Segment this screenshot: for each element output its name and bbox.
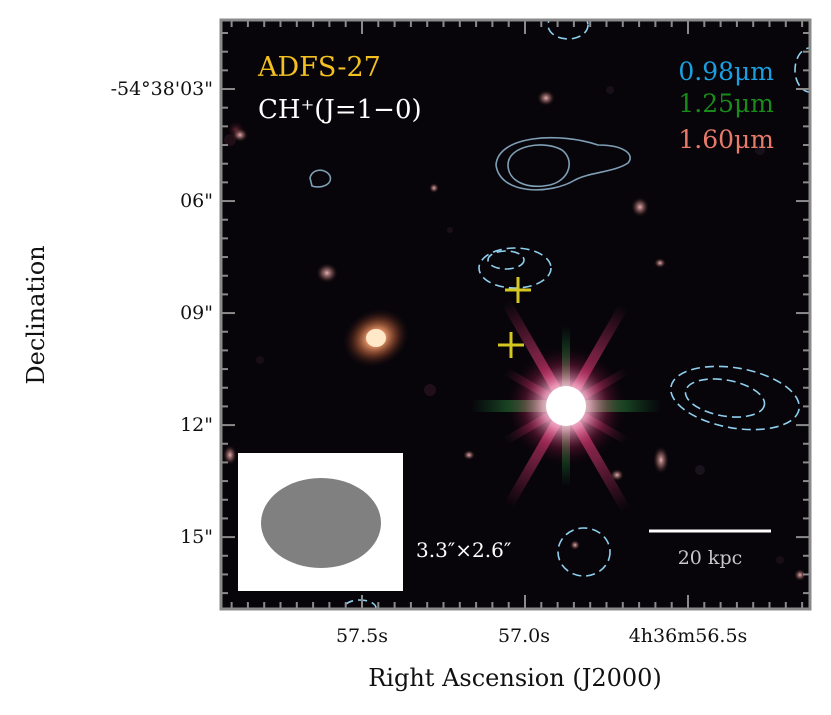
y-tick-label: 12" — [180, 414, 213, 436]
x-tick-label: 57.0s — [497, 625, 551, 647]
x-tick-label: 57.5s — [335, 625, 389, 647]
filter-label-red: 1.60μm — [678, 125, 774, 154]
y-tick-label: 06" — [180, 190, 213, 212]
x-axis-label: Right Ascension (J2000) — [368, 664, 662, 692]
filter-label-blue: 0.98μm — [678, 57, 774, 86]
beam-label: 3.3″×2.6″ — [416, 538, 511, 562]
panel-frame — [219, 18, 812, 611]
y-tick-label: 09" — [180, 302, 213, 324]
source-name: ADFS-27 — [257, 52, 381, 83]
y-tick-label: -54°38'03" — [110, 78, 213, 100]
negative-contours — [343, 20, 810, 609]
line-label: CH⁺(J=1−0) — [258, 95, 422, 125]
positive-contours — [309, 136, 631, 191]
scalebar-label: 20 kpc — [678, 547, 743, 569]
filter-label-green: 1.25μm — [678, 89, 774, 118]
x-tick-label: 4h36m56.5s — [628, 625, 748, 647]
beam-ellipse — [261, 478, 381, 568]
y-tick-label: 15" — [180, 526, 213, 548]
marker-plus — [498, 277, 531, 358]
